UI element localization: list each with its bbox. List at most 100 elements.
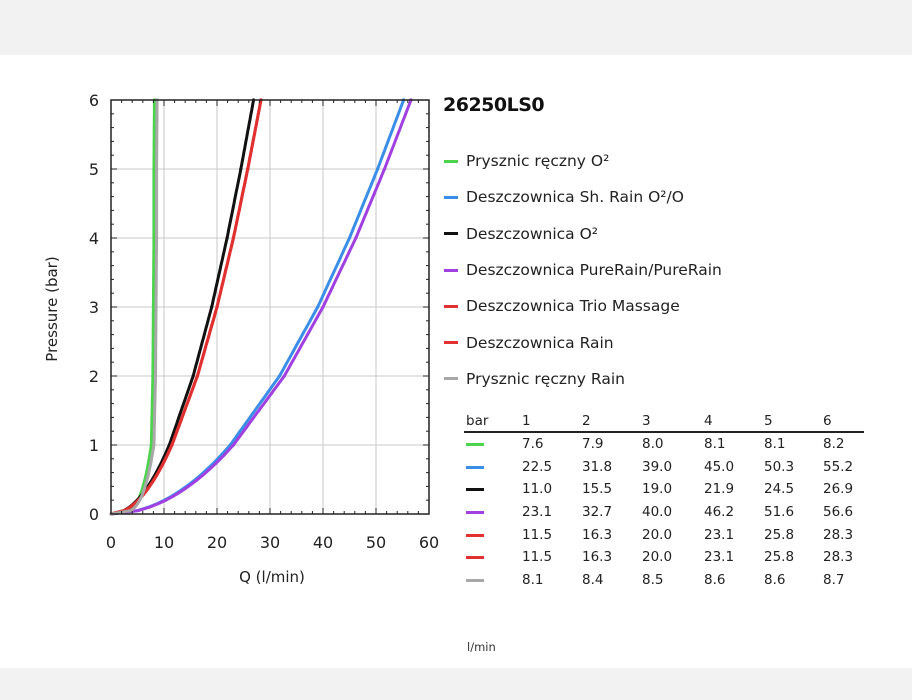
table-row: 7.6 7.9 8.0 8.1 8.1 8.2: [464, 433, 864, 456]
data-point: [195, 374, 199, 378]
table-header-cell: 6: [823, 413, 832, 429]
table-cell: 23.1: [704, 549, 735, 566]
x-tick-label: 50: [366, 533, 386, 552]
legend-label: Deszczownica Sh. Rain O²/O: [466, 188, 684, 207]
chart-plot: 0 10 20 30 40 50 60 0 1 2 3 4 5 6 Q (l/min) Pressure (b…: [43, 91, 439, 586]
table-cell: 22.5: [522, 458, 553, 475]
table-cell: 46.2: [704, 504, 735, 521]
table-row-swatch: [466, 443, 484, 446]
legend-swatch: [444, 159, 458, 163]
y-tick-label: 0: [89, 505, 99, 524]
legend-swatch: [444, 377, 458, 381]
data-point: [149, 443, 153, 447]
table-cell: 8.5: [642, 572, 664, 589]
legend-label: Prysznic ręczny O²: [466, 152, 610, 171]
table-cell: 11.5: [522, 549, 553, 566]
table-cell: 20.0: [642, 526, 673, 543]
data-point: [154, 236, 159, 240]
table-cell: 8.6: [704, 572, 726, 589]
data-point: [154, 305, 158, 309]
table-row: 22.5 31.8 39.0 45.0 50.3 55.2: [464, 456, 864, 479]
data-point: [354, 236, 358, 240]
legend-item: Prysznic ręczny O²: [444, 143, 884, 179]
x-tick-label: 60: [419, 533, 439, 552]
y-tick-label: 3: [89, 298, 99, 317]
table-row: 11.0 15.5 19.0 21.9 24.5 26.9: [464, 478, 864, 501]
legend-item: Deszczownica O²: [444, 216, 884, 252]
table-cell: 51.6: [764, 504, 795, 521]
table-header-cell: 4: [704, 413, 713, 429]
chart-sheet: 0 10 20 30 40 50 60 0 1 2 3 4 5 6 Q (l/min) Pressure (b…: [0, 55, 912, 668]
legend-swatch: [444, 195, 458, 199]
legend-label: Deszczownica Rain: [466, 333, 614, 352]
data-point: [191, 374, 195, 378]
table-cell: 24.5: [764, 481, 795, 498]
table-cell: 56.6: [823, 504, 854, 521]
table-unit-label: l/min: [467, 640, 496, 654]
table-cell: 8.1: [764, 436, 786, 452]
data-point: [321, 305, 325, 309]
table-body: 7.6 7.9 8.0 8.1 8.1 8.2 22.5 31.8 39.0 45.0 50.3 55…: [464, 433, 864, 592]
axis-labels: 0 10 20 30 40 50 60 0 1 2 3 4 5 6 Q (l/min) Pressure (b…: [43, 91, 439, 586]
legend-swatch: [444, 341, 458, 345]
table-cell: 8.4: [582, 572, 604, 589]
data-point: [152, 443, 156, 447]
table-cell: 7.6: [522, 436, 544, 452]
legend-item: Deszczownica PureRain/PureRain: [444, 252, 884, 288]
table-cell: 8.1: [704, 436, 726, 452]
legend-label: Deszczownica PureRain/PureRain: [466, 261, 722, 280]
table-cell: 8.7: [823, 572, 845, 589]
data-point: [316, 305, 320, 309]
data-point: [152, 167, 156, 171]
data-point: [210, 305, 214, 309]
table-cell: 31.8: [582, 458, 613, 475]
table-cell: 19.0: [642, 481, 673, 498]
table-header-cell: 3: [642, 413, 651, 429]
data-point: [246, 167, 250, 171]
table-cell: 23.1: [704, 526, 735, 543]
table-header-cell: 5: [764, 413, 773, 429]
y-tick-label: 2: [89, 367, 99, 386]
data-point: [152, 236, 156, 240]
legend-item: Deszczownica Rain: [444, 324, 884, 360]
y-tick-label: 5: [89, 160, 99, 179]
legend-item: Deszczownica Sh. Rain O²/O: [444, 179, 884, 215]
plot-frame: [110, 99, 430, 515]
data-point: [231, 236, 236, 240]
table-header-cell: 2: [582, 413, 591, 429]
table-cell: 25.8: [764, 549, 795, 566]
data-point: [277, 374, 282, 378]
chart-title: 26250LS0: [443, 94, 545, 116]
y-tick-label: 1: [89, 436, 99, 455]
legend-label: Prysznic ręczny Rain: [466, 369, 625, 388]
table-cell: 40.0: [642, 504, 673, 521]
x-tick-label: 10: [154, 533, 174, 552]
table-row-swatch: [466, 579, 484, 583]
x-tick-label: 20: [207, 533, 227, 552]
table-row: 11.5 16.3 20.0 23.1 25.8 28.3: [464, 546, 864, 569]
table-cell: 32.7: [582, 504, 613, 521]
x-axis-title: Q (l/min): [239, 568, 305, 586]
table-cell: 8.2: [823, 436, 845, 452]
data-point: [154, 167, 159, 171]
table-row: 8.1 8.4 8.5 8.6 8.6 8.7: [464, 569, 864, 592]
data-point: [375, 167, 380, 171]
legend: Prysznic ręczny O² Deszczownica Sh. Rain …: [444, 143, 884, 397]
table-cell: 16.3: [582, 549, 613, 566]
table-header-row: bar 1 2 3 4 5 6: [464, 410, 864, 433]
series-lines: [109, 98, 413, 516]
x-tick-label: 40: [313, 533, 333, 552]
legend-label: Deszczownica O²: [466, 224, 598, 243]
y-axis-title: Pressure (bar): [43, 256, 61, 361]
table-cell: 8.1: [522, 572, 544, 589]
data-point: [282, 374, 286, 378]
table-row-swatch: [466, 488, 484, 492]
table-row-swatch: [466, 533, 484, 537]
table-row: 23.1 32.7 40.0 46.2 51.6 56.6: [464, 501, 864, 524]
table-cell: 8.0: [642, 436, 664, 452]
table-cell: 26.9: [823, 481, 854, 498]
y-tick-label: 4: [89, 229, 99, 248]
table-cell: 8.6: [764, 572, 786, 589]
y-tick-label: 6: [89, 91, 99, 110]
table-cell: 7.9: [582, 436, 604, 452]
